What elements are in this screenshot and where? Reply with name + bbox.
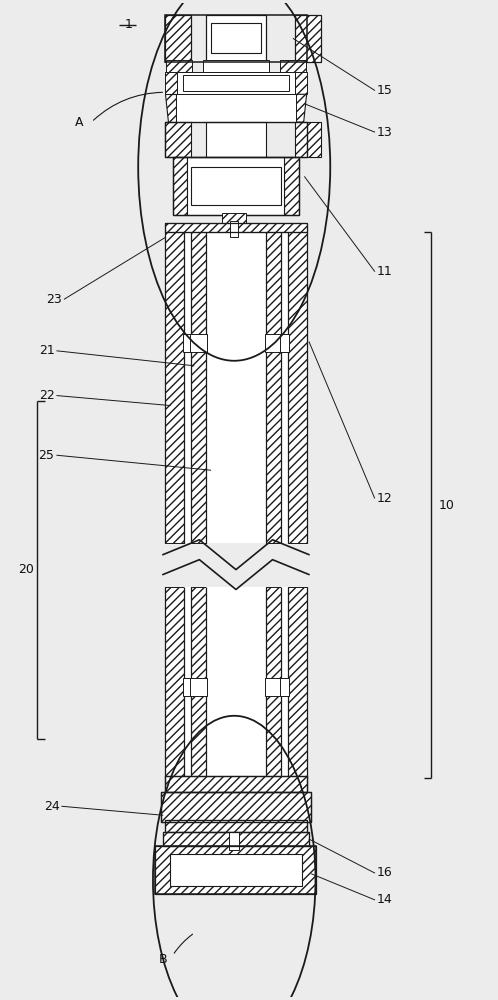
Bar (165, 232, 184, 543)
Bar (184, 232, 191, 543)
Bar (165, 820, 307, 832)
Bar (191, 167, 280, 205)
Text: 25: 25 (39, 449, 54, 462)
Bar (295, 122, 321, 157)
Bar (295, 15, 321, 62)
Polygon shape (296, 94, 307, 122)
Bar (161, 792, 311, 822)
Bar (295, 72, 307, 94)
Bar (165, 15, 191, 62)
Bar (165, 72, 177, 94)
Bar (165, 776, 307, 792)
Bar (155, 846, 316, 894)
Bar (161, 792, 311, 822)
Text: 21: 21 (39, 344, 54, 357)
Bar (184, 587, 191, 778)
Bar (163, 832, 309, 846)
Bar (211, 23, 261, 52)
Text: 23: 23 (46, 293, 62, 306)
Bar (165, 122, 191, 157)
Text: A: A (75, 116, 83, 129)
Bar (266, 587, 280, 778)
Bar (279, 334, 289, 352)
Text: 10: 10 (439, 499, 455, 512)
Bar (284, 157, 299, 215)
Bar (183, 678, 192, 696)
Bar (173, 157, 299, 215)
Bar (165, 820, 307, 832)
Bar (191, 232, 206, 543)
Bar (206, 122, 266, 157)
Bar (165, 122, 307, 157)
Text: 14: 14 (377, 893, 393, 906)
Text: 11: 11 (377, 265, 393, 278)
Bar (165, 223, 307, 232)
Bar (163, 832, 309, 846)
Text: 15: 15 (377, 84, 393, 97)
Bar (265, 678, 281, 696)
Polygon shape (176, 94, 296, 122)
Bar (173, 157, 187, 215)
Text: 12: 12 (377, 492, 393, 505)
Bar (187, 157, 284, 215)
Bar (165, 15, 307, 62)
Bar (223, 213, 246, 223)
Bar (183, 334, 192, 352)
Bar (288, 232, 307, 543)
Bar (155, 846, 316, 894)
Bar (280, 587, 288, 778)
Bar (190, 678, 207, 696)
Text: 13: 13 (377, 126, 393, 139)
Text: 16: 16 (377, 866, 393, 879)
Bar (230, 221, 238, 237)
Bar (166, 60, 192, 72)
Text: 22: 22 (39, 389, 54, 402)
Bar (265, 334, 281, 352)
Bar (279, 60, 306, 72)
Bar (206, 232, 266, 543)
Bar (206, 587, 266, 778)
Text: 24: 24 (44, 800, 59, 813)
Bar (191, 587, 206, 778)
Bar (165, 223, 307, 232)
Bar (266, 232, 280, 543)
Bar (288, 587, 307, 778)
Bar (177, 72, 295, 94)
Bar (206, 15, 266, 62)
Bar (203, 60, 269, 72)
Text: B: B (158, 953, 167, 966)
Bar (165, 587, 184, 778)
Polygon shape (165, 94, 176, 122)
Text: 20: 20 (18, 563, 34, 576)
Bar (165, 776, 307, 792)
Bar (183, 75, 289, 91)
Bar (170, 854, 302, 886)
Bar (279, 678, 289, 696)
Text: 1: 1 (124, 18, 132, 31)
Bar (190, 334, 207, 352)
Bar (280, 232, 288, 543)
Bar (229, 832, 239, 850)
